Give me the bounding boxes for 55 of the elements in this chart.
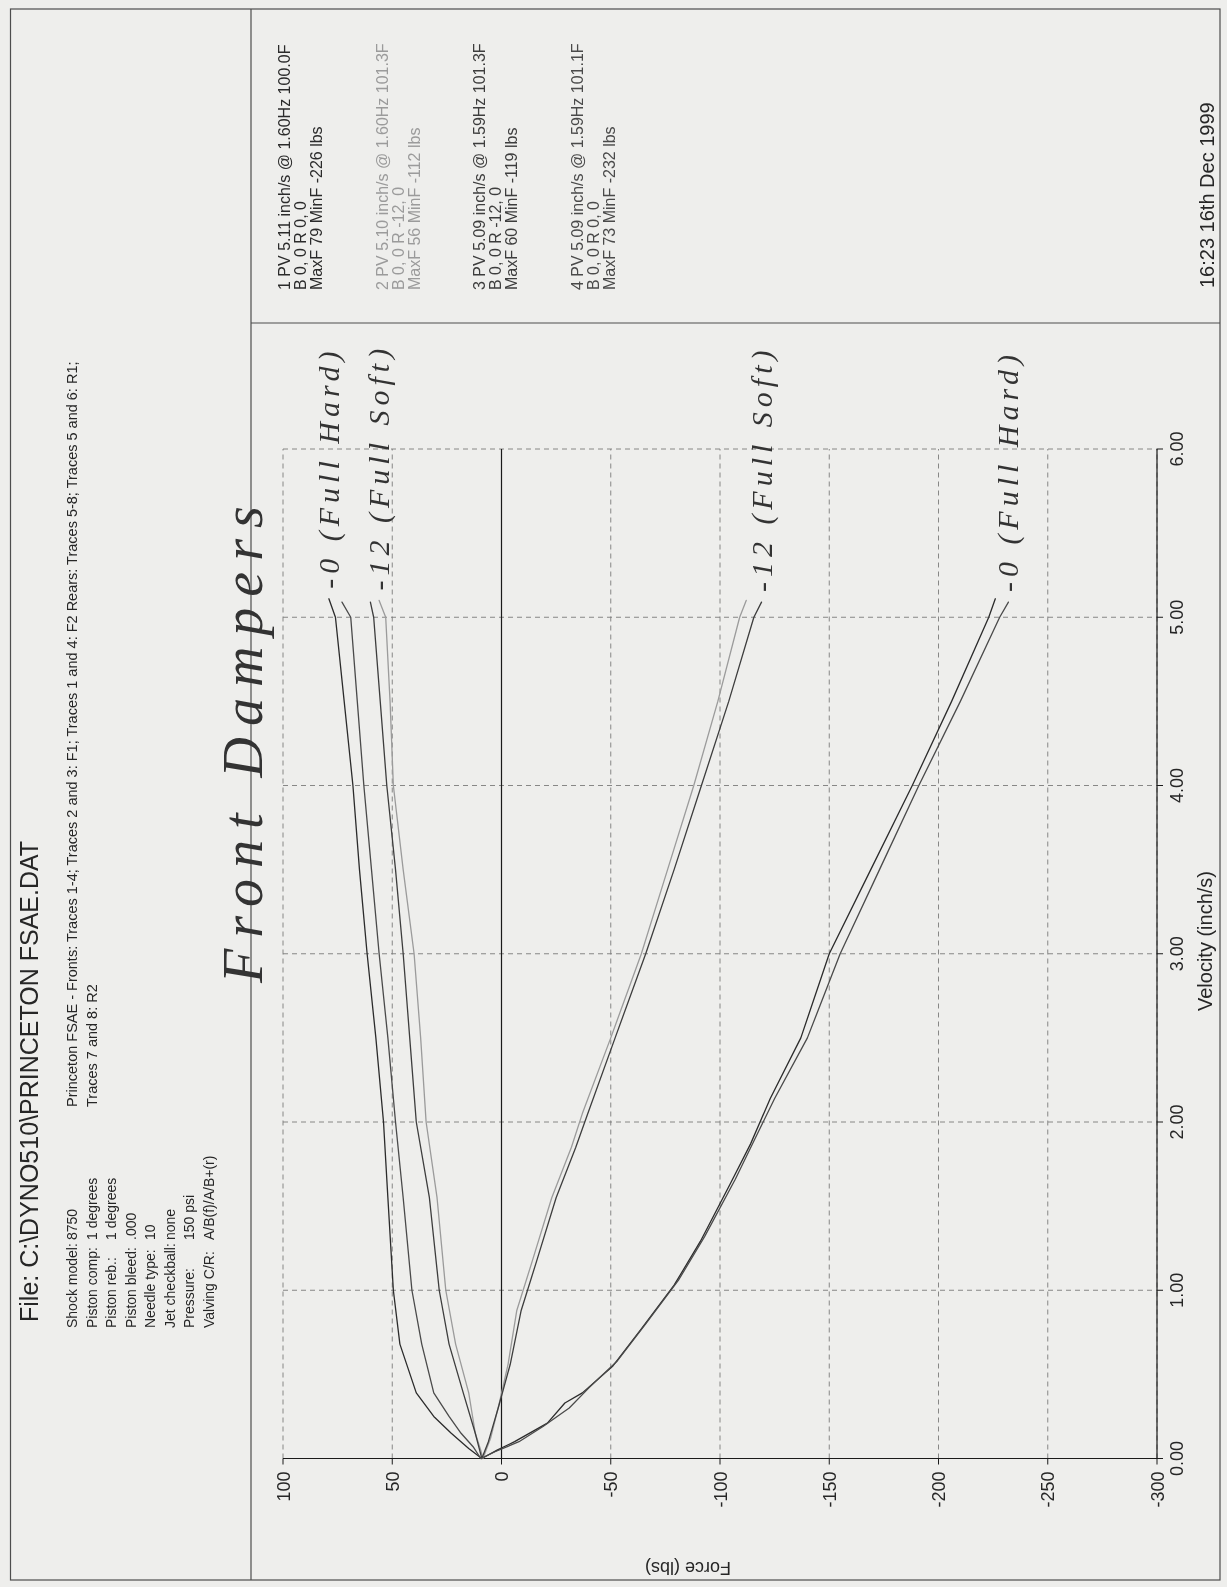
annotation: -0 (Full Hard) [311,346,346,589]
y-tick-label: 6.00 [1167,431,1187,467]
text: none [161,1208,178,1240]
text: Shock model: [64,1243,80,1328]
text: 2 PV 5.10 inch/s @ 1.60Hz 101.3F [373,43,391,290]
text: 1 degrees [83,1177,100,1240]
text: 3 PV 5.09 inch/s @ 1.59Hz 101.3F [471,43,489,290]
text: B 0, 0 R 0, 0 [292,200,309,290]
text: 10 [142,1224,158,1240]
y-tick-label: 3.00 [1167,936,1187,972]
text: 16:23 16th Dec 1999 [1196,102,1218,288]
text: 150 psi [181,1194,197,1240]
text: MaxF 56 MinF -112 lbs [405,127,423,290]
text: 1 PV 5.11 inch/s @ 1.60Hz 100.0F [276,44,293,290]
text: Princeton FSAE - Fronts: Traces 1-4; Traces 2 and 3: F1; Traces 1 and 4: F2 Rears: Traces 5-8; Traces 5 and 6: R1; [64,361,80,1107]
x-tick-label: -100 [710,1471,731,1508]
text: Pressure: [181,1268,197,1328]
text: B 0, 0 R 0, 0 [585,200,603,290]
text: Traces 7 and 8: R2 [84,984,100,1107]
text: Piston reb.: [103,1257,119,1328]
text: B 0, 0 R -12, 0 [487,186,505,290]
x-tick-label: -300 [1147,1471,1168,1508]
annotation: -12 (Full Soft) [362,343,397,591]
annotation: -0 (Full Hard) [991,349,1026,593]
y-tick-label: 2.00 [1167,1104,1187,1140]
x-tick-label: -50 [601,1471,622,1498]
y-tick-label: 5.00 [1167,599,1187,635]
x-tick-label: -200 [929,1471,949,1508]
x-tick-label: -150 [819,1471,840,1508]
text: .000 [122,1212,139,1240]
x-tick-label: 50 [382,1471,403,1492]
x-tick-label: 100 [273,1471,294,1502]
text: Jet checkball: [161,1243,178,1328]
text: 4 PV 5.09 inch/s @ 1.59Hz 101.1F [569,43,587,290]
text: Front Dampers [212,495,274,984]
text: File: C:\DYNO510\PRINCETON FSAE.DAT [15,840,43,1322]
text: Needle type: [142,1249,158,1328]
text: Piston bleed: [122,1247,139,1328]
text: B 0, 0 R -12, 0 [389,186,407,290]
text: 8750 [64,1208,80,1240]
x-tick-label: 0 [492,1471,512,1482]
y-tick-label: 0.00 [1167,1440,1187,1477]
text: Valving C/R: [200,1251,217,1328]
x-axis-title: Force (lbs) [644,1558,732,1578]
text: MaxF 60 MinF -119 lbs [503,127,521,290]
y-axis-title: Velocity (inch/s) [1194,870,1216,1012]
text: MaxF 79 MinF -226 lbs [308,126,325,290]
text: 1 degrees [103,1177,119,1240]
x-tick-label: -250 [1038,1471,1059,1508]
text: Piston comp: [83,1247,100,1328]
text: MaxF 73 MinF -232 lbs [601,126,619,290]
annotation: -12 (Full Soft) [744,345,779,593]
y-tick-label: 1.00 [1167,1272,1187,1308]
y-tick-label: 4.00 [1167,767,1187,804]
text: A/B(f)/A/B+(r) [200,1155,217,1240]
